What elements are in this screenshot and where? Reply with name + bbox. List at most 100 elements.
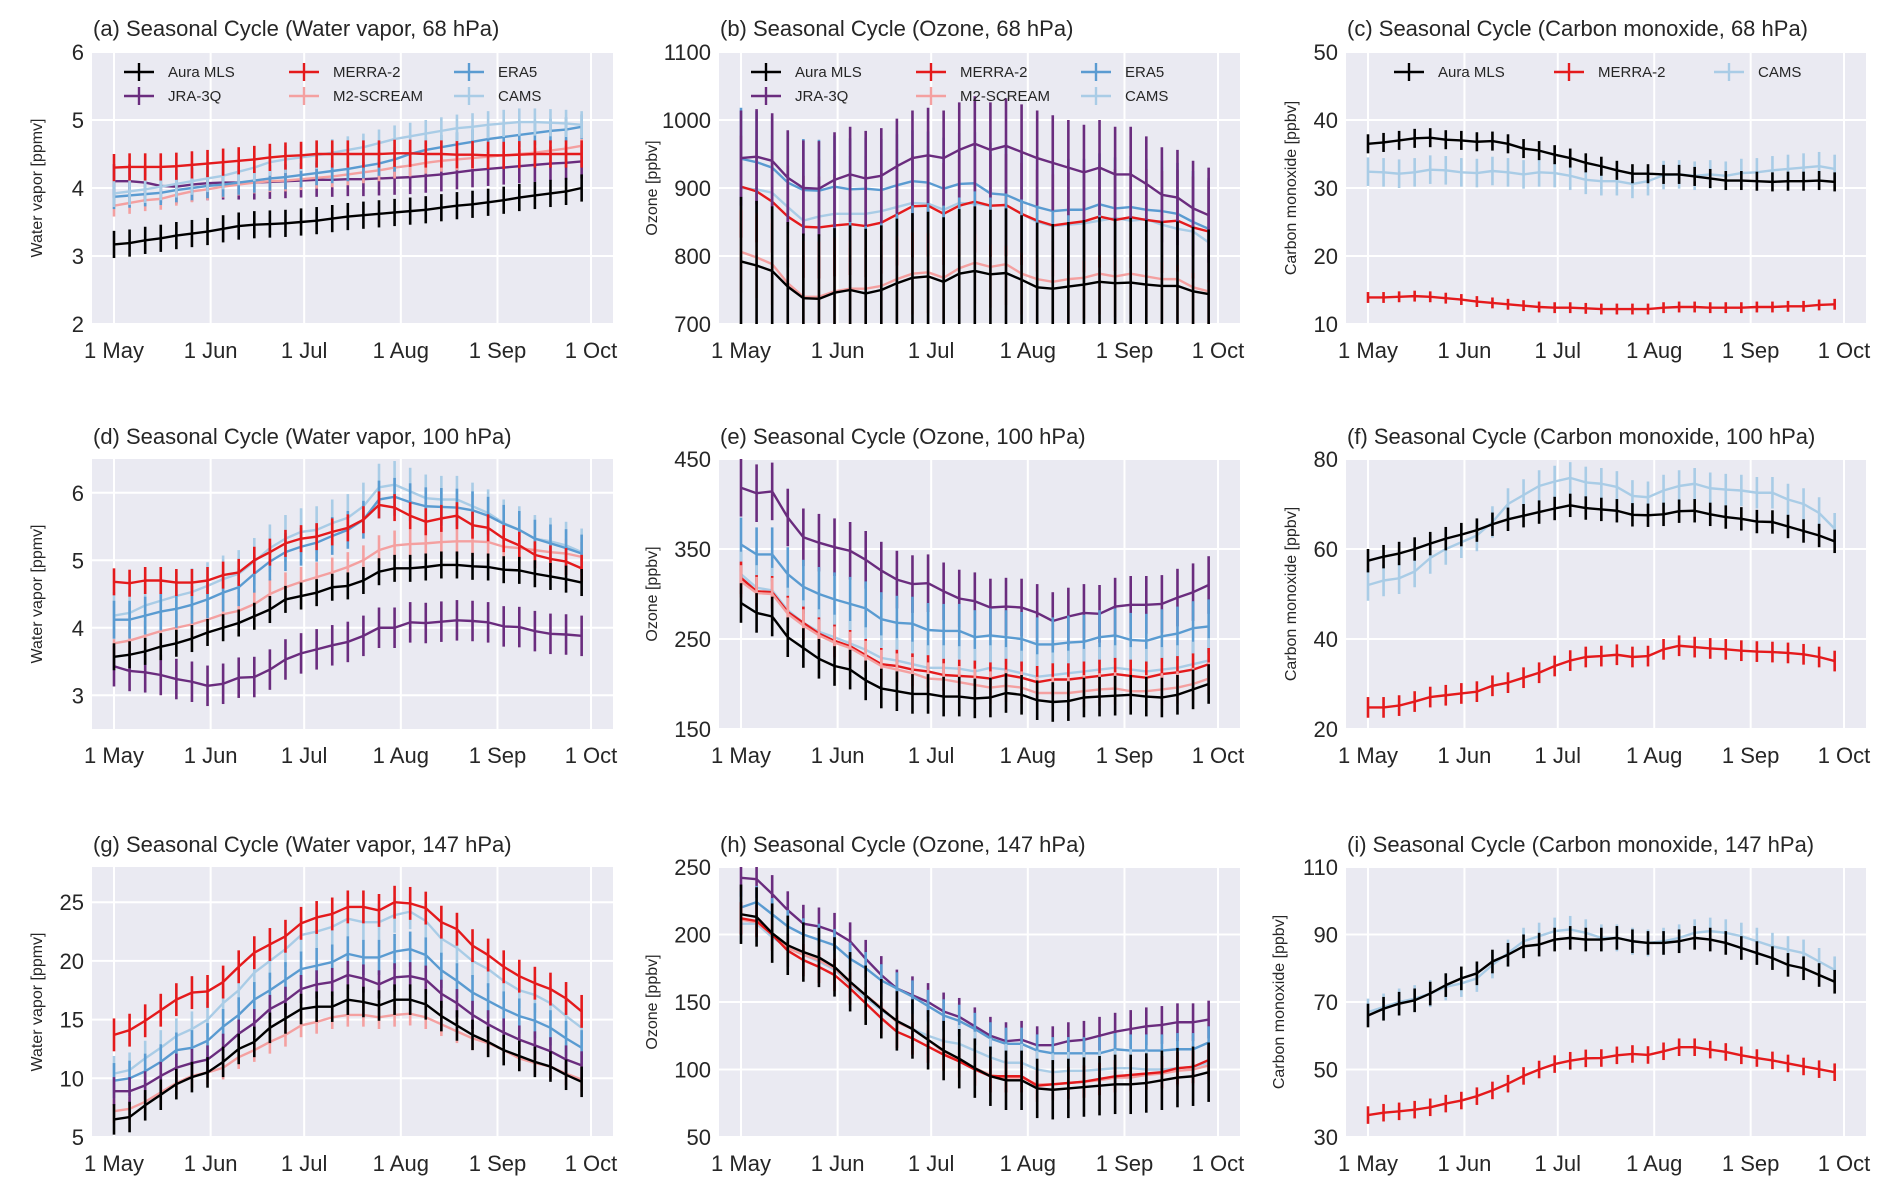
series-group bbox=[1366, 915, 1836, 1124]
plot-area bbox=[92, 867, 613, 1137]
y-tick-label: 900 bbox=[674, 176, 711, 201]
panel-title: (b) Seasonal Cycle (Ozone, 68 hPa) bbox=[720, 16, 1073, 41]
legend-label: CAMS bbox=[498, 88, 541, 105]
series-group bbox=[1366, 462, 1836, 718]
legend-label: MERRA-2 bbox=[960, 64, 1028, 81]
y-tick-label: 70 bbox=[1314, 990, 1338, 1015]
series-group bbox=[739, 96, 1210, 324]
y-tick-label: 250 bbox=[674, 627, 711, 652]
x-tick-label: 1 Sep bbox=[469, 743, 527, 768]
y-axis-label: Ozone [ppbv] bbox=[644, 546, 661, 641]
y-tick-label: 80 bbox=[1314, 447, 1338, 472]
legend-item-merra-2: MERRA-2 bbox=[1554, 63, 1666, 81]
x-tick-label: 1 Jun bbox=[184, 1151, 238, 1176]
x-tick-label: 1 Oct bbox=[1818, 338, 1871, 363]
legend: Aura MLS MERRA-2 ERA5 JRA-3Q M2-SCREAM CAMS bbox=[751, 63, 1168, 105]
legend-label: MERRA-2 bbox=[1598, 64, 1666, 81]
x-tick-label: 1 Jul bbox=[1535, 743, 1581, 768]
x-tick-label: 1 Jul bbox=[281, 1151, 327, 1176]
chart-panel-h: 50 100 150 200 250 1 May 1 Jun 1 Jul 1 Aug 1 Sep 1… bbox=[644, 832, 1244, 1176]
x-tick-label: 1 Jul bbox=[281, 743, 327, 768]
y-tick-label: 4 bbox=[72, 176, 84, 201]
chart-panel-f: 20 40 60 80 1 May 1 Jun 1 Jul 1 Aug 1 Sep 1 Oct Ca… bbox=[1283, 424, 1870, 768]
x-tick-label: 1 May bbox=[711, 338, 771, 363]
series-merra-2 bbox=[1366, 635, 1836, 718]
chart-panel-i: 30 50 70 90 110 1 May 1 Jun 1 Jul 1 Aug 1 Sep 1 Oc… bbox=[1271, 832, 1870, 1176]
legend-label: JRA-3Q bbox=[168, 88, 221, 105]
y-tick-label: 6 bbox=[72, 481, 84, 506]
x-tick-label: 1 Jun bbox=[811, 1151, 865, 1176]
legend-label: ERA5 bbox=[1125, 64, 1164, 81]
series-aura-mls bbox=[739, 583, 1210, 722]
y-tick-label: 3 bbox=[72, 244, 84, 269]
y-axis-label: Carbon monoxide [ppbv] bbox=[1283, 507, 1300, 681]
x-tick-label: 1 Jun bbox=[184, 338, 238, 363]
y-tick-label: 150 bbox=[674, 990, 711, 1015]
y-tick-label: 30 bbox=[1314, 176, 1338, 201]
x-tick-label: 1 Jun bbox=[1438, 743, 1492, 768]
y-tick-label: 25 bbox=[60, 890, 84, 915]
panel-title: (i) Seasonal Cycle (Carbon monoxide, 147… bbox=[1347, 832, 1814, 857]
legend-item-jra-3q: JRA-3Q bbox=[751, 87, 848, 105]
chart-panel-c: 10 20 30 40 50 1 May 1 Jun 1 Jul 1 Aug 1 Sep 1 Oct… bbox=[1283, 16, 1870, 363]
plot-area bbox=[92, 459, 613, 729]
x-tick-label: 1 May bbox=[84, 1151, 144, 1176]
x-tick-label: 1 Aug bbox=[1626, 338, 1682, 363]
legend-label: Aura MLS bbox=[168, 64, 235, 81]
panel-title: (a) Seasonal Cycle (Water vapor, 68 hPa) bbox=[93, 16, 499, 41]
x-tick-label: 1 Oct bbox=[565, 338, 618, 363]
y-axis-label: Water vapor [ppmv] bbox=[29, 932, 46, 1071]
series-aura-mls bbox=[1366, 493, 1836, 573]
x-tick-label: 1 Jul bbox=[908, 1151, 954, 1176]
legend-label: M2-SCREAM bbox=[960, 88, 1050, 105]
x-tick-label: 1 Jun bbox=[811, 338, 865, 363]
legend-item-cams: CAMS bbox=[1081, 87, 1168, 105]
series-group bbox=[1366, 128, 1836, 315]
series-merra-2 bbox=[1366, 1038, 1836, 1124]
x-tick-label: 1 May bbox=[84, 743, 144, 768]
y-tick-label: 30 bbox=[1314, 1125, 1338, 1150]
chart-panel-d: 3 4 5 6 1 May 1 Jun 1 Jul 1 Aug 1 Sep 1 Oct Water … bbox=[29, 424, 617, 768]
y-tick-label: 450 bbox=[674, 447, 711, 472]
series-aura-mls bbox=[739, 196, 1210, 324]
y-tick-label: 800 bbox=[674, 244, 711, 269]
series-merra-2 bbox=[112, 139, 583, 182]
x-tick-label: 1 Jul bbox=[281, 338, 327, 363]
legend-item-cams: CAMS bbox=[1714, 63, 1801, 81]
chart-panel-b: 700 800 900 1000 1100 1 May 1 Jun 1 Jul 1 Aug 1 S… bbox=[644, 16, 1244, 363]
x-tick-label: 1 Sep bbox=[1096, 1151, 1154, 1176]
series-group bbox=[739, 459, 1210, 722]
legend-item-cams: CAMS bbox=[454, 87, 541, 105]
y-tick-label: 90 bbox=[1314, 923, 1338, 948]
x-tick-label: 1 Jul bbox=[908, 743, 954, 768]
x-tick-label: 1 May bbox=[1338, 1151, 1398, 1176]
panel-title: (c) Seasonal Cycle (Carbon monoxide, 68 … bbox=[1347, 16, 1808, 41]
y-tick-label: 200 bbox=[674, 923, 711, 948]
panel-title: (e) Seasonal Cycle (Ozone, 100 hPa) bbox=[720, 424, 1086, 449]
y-tick-label: 110 bbox=[1303, 855, 1338, 880]
legend-label: CAMS bbox=[1125, 88, 1168, 105]
y-tick-label: 50 bbox=[687, 1125, 711, 1150]
y-tick-label: 10 bbox=[1314, 312, 1338, 337]
chart-panel-g: 5 10 15 20 25 1 May 1 Jun 1 Jul 1 Aug 1 Sep 1 Oct W… bbox=[29, 832, 617, 1176]
legend-label: CAMS bbox=[1758, 64, 1801, 81]
x-tick-label: 1 Aug bbox=[1626, 743, 1682, 768]
x-tick-label: 1 Oct bbox=[1192, 1151, 1245, 1176]
plot-area bbox=[719, 459, 1240, 729]
x-tick-label: 1 Oct bbox=[1192, 338, 1245, 363]
x-tick-label: 1 Oct bbox=[1192, 743, 1245, 768]
legend-item-aura-mls: Aura MLS bbox=[1394, 63, 1505, 81]
legend-label: MERRA-2 bbox=[333, 64, 401, 81]
x-tick-label: 1 Jun bbox=[1438, 338, 1492, 363]
legend-label: M2-SCREAM bbox=[333, 88, 423, 105]
x-tick-label: 1 Oct bbox=[565, 743, 618, 768]
x-tick-label: 1 Sep bbox=[469, 1151, 527, 1176]
legend-item-m2-scream: M2-SCREAM bbox=[289, 87, 423, 105]
panel-title: (g) Seasonal Cycle (Water vapor, 147 hPa… bbox=[93, 832, 512, 857]
x-tick-label: 1 Sep bbox=[1096, 338, 1154, 363]
legend-label: ERA5 bbox=[498, 64, 537, 81]
legend-item-merra-2: MERRA-2 bbox=[289, 63, 401, 81]
y-tick-label: 5 bbox=[72, 1125, 84, 1150]
y-axis-label: Ozone [ppbv] bbox=[644, 954, 661, 1049]
